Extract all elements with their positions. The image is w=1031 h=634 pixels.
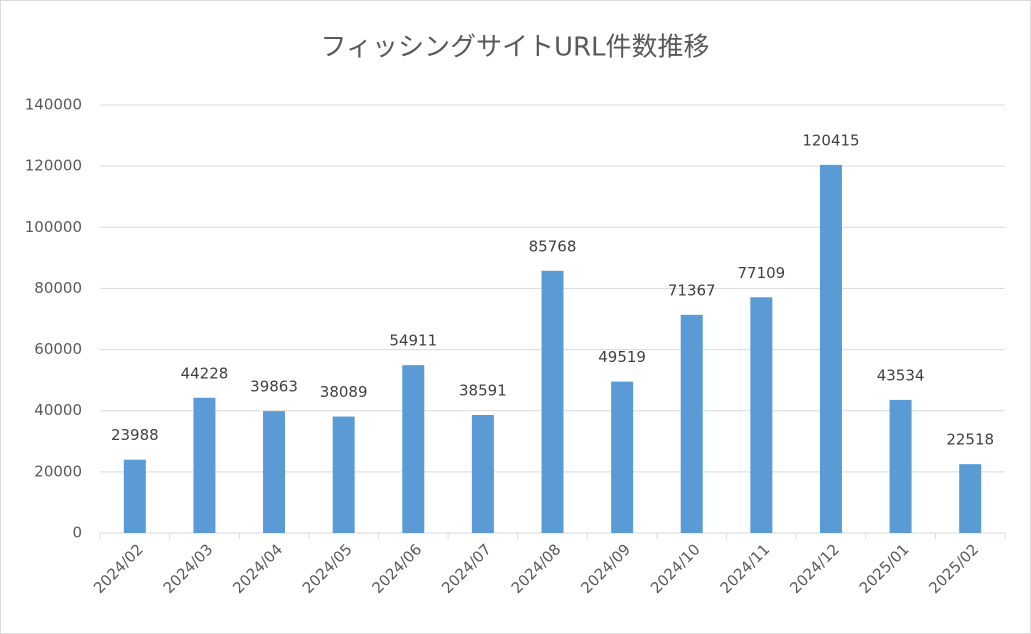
data-label: 49519 — [598, 348, 646, 366]
data-label: 54911 — [389, 332, 437, 350]
bar — [332, 416, 355, 533]
y-tick-label: 20000 — [34, 462, 82, 480]
data-label: 77109 — [737, 264, 785, 282]
y-tick-label: 40000 — [34, 401, 82, 419]
y-tick-label: 120000 — [25, 157, 82, 175]
bar — [471, 415, 494, 533]
bar — [750, 297, 773, 533]
bar — [541, 270, 564, 533]
data-label: 38591 — [459, 382, 507, 400]
bar — [193, 397, 216, 533]
y-tick-label: 60000 — [34, 340, 82, 358]
data-label: 44228 — [181, 364, 229, 382]
bar — [819, 164, 842, 533]
y-tick-label: 80000 — [34, 279, 82, 297]
bar — [263, 411, 286, 533]
data-label: 85768 — [529, 237, 577, 255]
y-tick-label: 0 — [72, 524, 82, 542]
data-label: 43534 — [877, 366, 925, 384]
bar — [680, 314, 703, 533]
y-tick-label: 100000 — [25, 218, 82, 236]
bar — [611, 381, 634, 533]
bar — [889, 399, 912, 533]
data-label: 23988 — [111, 426, 159, 444]
bar — [959, 464, 982, 533]
data-label: 38089 — [320, 383, 368, 401]
bar — [123, 459, 146, 533]
data-label: 120415 — [802, 131, 859, 149]
y-tick-label: 140000 — [25, 96, 82, 114]
bar — [402, 365, 425, 533]
chart-title: フィッシングサイトURL件数推移 — [320, 33, 709, 63]
data-label: 71367 — [668, 281, 716, 299]
data-label: 22518 — [946, 431, 994, 449]
data-label: 39863 — [250, 378, 298, 396]
